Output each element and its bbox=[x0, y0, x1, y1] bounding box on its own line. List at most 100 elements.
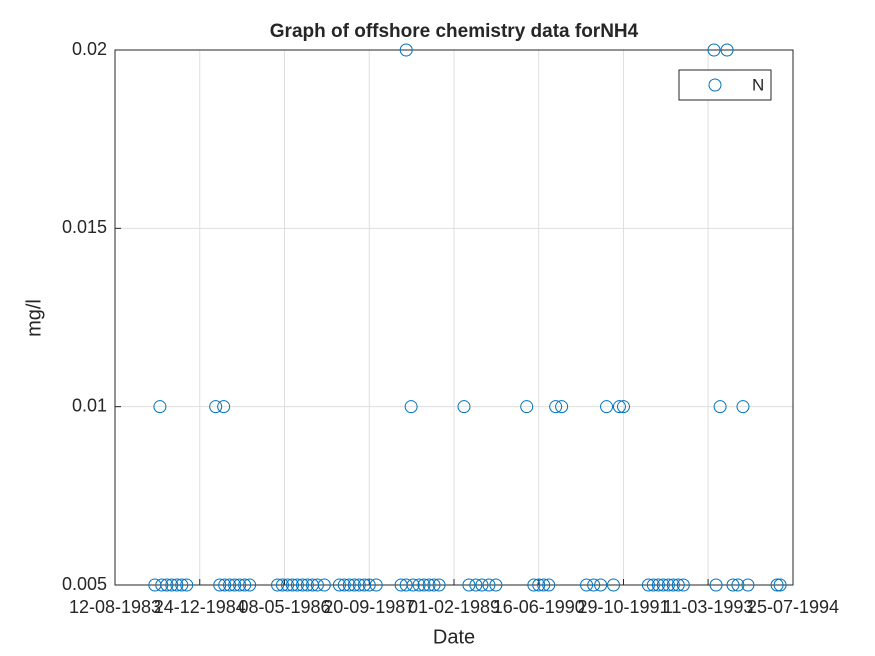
point bbox=[555, 400, 569, 414]
chart-title: Graph of offshore chemistry data forNH4 bbox=[270, 21, 639, 42]
point bbox=[369, 578, 383, 592]
point bbox=[342, 578, 356, 592]
point bbox=[532, 578, 546, 592]
point bbox=[399, 43, 413, 57]
point bbox=[153, 400, 167, 414]
point bbox=[773, 578, 787, 592]
point bbox=[527, 578, 541, 592]
point bbox=[520, 400, 534, 414]
point bbox=[580, 578, 594, 592]
point bbox=[209, 400, 223, 414]
point bbox=[537, 578, 551, 592]
point bbox=[731, 578, 745, 592]
x-tick-label: 25-07-1994 bbox=[747, 597, 839, 617]
point bbox=[233, 578, 247, 592]
legend-box bbox=[678, 69, 772, 101]
point bbox=[213, 578, 227, 592]
point bbox=[285, 578, 299, 592]
x-tick-label: 12-08-1983 bbox=[69, 597, 161, 617]
point bbox=[587, 578, 601, 592]
y-axis-label: mg/l bbox=[23, 299, 45, 337]
point bbox=[417, 578, 431, 592]
x-tick-label: 29-10-1991 bbox=[577, 597, 669, 617]
point bbox=[422, 578, 436, 592]
point bbox=[469, 578, 483, 592]
point bbox=[676, 578, 690, 592]
legend-label: N bbox=[752, 75, 764, 94]
point bbox=[275, 578, 289, 592]
point bbox=[404, 400, 418, 414]
y-tick-label: 0.01 bbox=[72, 395, 107, 415]
axes-box bbox=[114, 49, 794, 586]
point bbox=[432, 578, 446, 592]
point bbox=[720, 43, 734, 57]
point bbox=[489, 578, 503, 592]
point bbox=[175, 578, 189, 592]
point bbox=[475, 578, 489, 592]
point bbox=[406, 578, 420, 592]
point bbox=[726, 578, 740, 592]
point bbox=[656, 578, 670, 592]
point bbox=[482, 578, 496, 592]
point bbox=[646, 578, 660, 592]
point bbox=[238, 578, 252, 592]
point bbox=[223, 578, 237, 592]
x-tick-label: 01-02-1989 bbox=[408, 597, 500, 617]
point bbox=[228, 578, 242, 592]
point bbox=[317, 578, 331, 592]
x-tick-label: 24-12-1984 bbox=[154, 597, 246, 617]
point bbox=[641, 578, 655, 592]
x-tick-label: 16-06-1990 bbox=[493, 597, 585, 617]
point bbox=[243, 578, 257, 592]
point bbox=[281, 578, 295, 592]
x-tick-label: 20-09-1987 bbox=[323, 597, 415, 617]
point bbox=[347, 578, 361, 592]
x-tick-label: 11-03-1993 bbox=[663, 597, 754, 617]
point bbox=[651, 578, 665, 592]
point bbox=[399, 578, 413, 592]
point bbox=[462, 578, 476, 592]
point bbox=[165, 578, 179, 592]
point bbox=[600, 400, 614, 414]
point bbox=[290, 578, 304, 592]
y-tick-label: 0.02 bbox=[72, 39, 107, 59]
point bbox=[362, 578, 376, 592]
x-axis-label: Date bbox=[433, 626, 475, 648]
point bbox=[300, 578, 314, 592]
point bbox=[427, 578, 441, 592]
y-tick-label: 0.015 bbox=[62, 217, 107, 237]
point bbox=[217, 400, 231, 414]
point bbox=[594, 578, 608, 592]
point bbox=[457, 400, 471, 414]
point bbox=[352, 578, 366, 592]
point bbox=[709, 578, 723, 592]
point bbox=[770, 578, 784, 592]
point bbox=[671, 578, 685, 592]
point bbox=[310, 578, 324, 592]
point bbox=[160, 578, 174, 592]
point bbox=[549, 400, 563, 414]
point bbox=[180, 578, 194, 592]
point bbox=[170, 578, 184, 592]
point bbox=[617, 400, 630, 414]
x-tick-label: 08-05-1986 bbox=[238, 597, 330, 617]
point bbox=[741, 578, 755, 592]
point bbox=[612, 400, 626, 414]
point bbox=[412, 578, 426, 592]
point bbox=[606, 578, 620, 592]
point bbox=[218, 578, 232, 592]
point bbox=[666, 578, 680, 592]
point bbox=[707, 43, 721, 57]
point bbox=[271, 578, 285, 592]
point bbox=[661, 578, 675, 592]
point bbox=[155, 578, 169, 592]
point bbox=[736, 400, 750, 414]
point bbox=[337, 578, 351, 592]
point bbox=[713, 400, 727, 414]
point bbox=[332, 578, 346, 592]
point bbox=[295, 578, 309, 592]
y-tick-label: 0.005 bbox=[62, 574, 107, 594]
point bbox=[542, 578, 556, 592]
legend-marker bbox=[708, 78, 722, 92]
